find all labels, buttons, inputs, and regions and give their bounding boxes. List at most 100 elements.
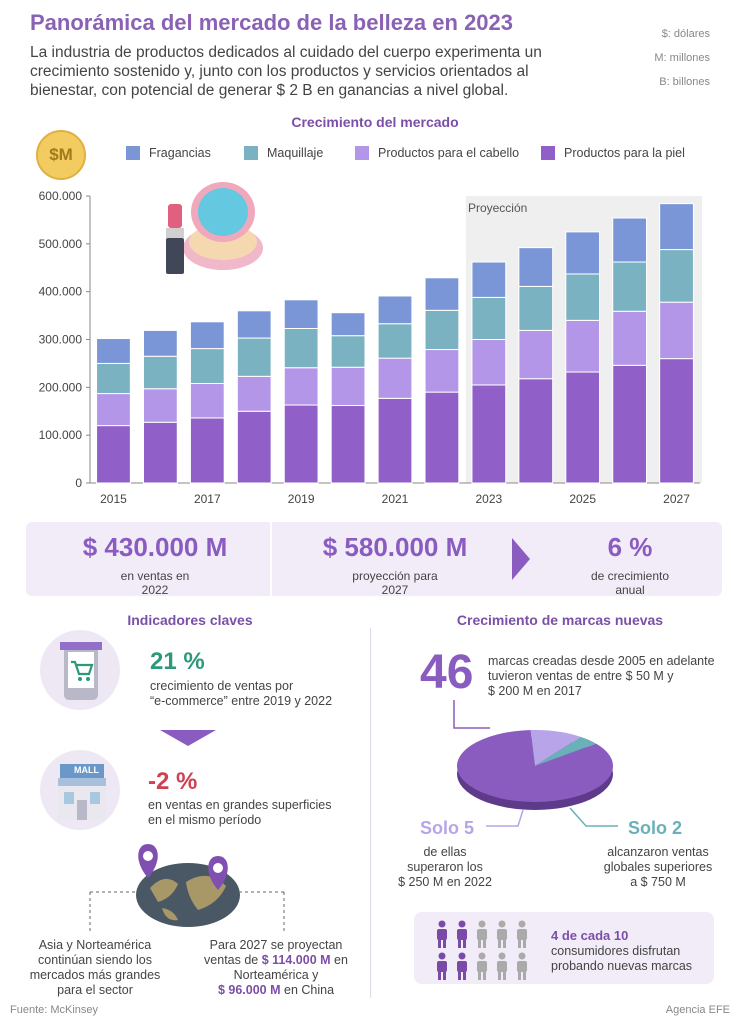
legend-cabello: Productos para el cabello (355, 146, 519, 160)
solo5-line: superaron los (407, 860, 483, 874)
agency-footer: Agencia EFE (665, 1004, 730, 1016)
person-icon (437, 920, 447, 948)
bar-segment (377, 295, 413, 325)
arrow-right-icon (512, 538, 530, 580)
kpi-value: 6 % (607, 532, 653, 562)
kpi-label: de crecimiento (590, 569, 670, 583)
phone-cart-icon (60, 642, 102, 700)
asia-na-line: para el sector (57, 983, 133, 997)
bar-segment (96, 425, 131, 484)
bar-segment (236, 410, 272, 484)
y-tick-label: 500.000 (39, 237, 83, 251)
bar-segment (142, 421, 178, 484)
y-tick-label: 600.000 (39, 189, 83, 203)
asia-na-line: mercados más grandes (29, 968, 161, 982)
y-tick-label: 200.000 (39, 380, 83, 394)
person-icon (497, 920, 507, 948)
mall-pct: -2 % (148, 768, 198, 795)
bar-segment (424, 277, 460, 311)
kpi-annual-growth: 6 % de crecimiento anual (540, 532, 720, 597)
legend-fragancias: Fragancias (126, 146, 211, 160)
solo5-line: de ellas (423, 845, 467, 859)
dollar-badge-text: $M (49, 145, 73, 164)
consumers-headline: 4 de cada 10 (551, 928, 629, 943)
y-tick-label: 0 (75, 476, 82, 490)
source-footer: Fuente: McKinsey (10, 1004, 99, 1016)
y-tick-label: 400.000 (39, 285, 83, 299)
brands-count-desc: marcas creadas desde 2005 en adelante tu… (488, 654, 715, 699)
bar-segment (236, 375, 272, 412)
projection-line: Norteamérica y (233, 968, 319, 982)
bar-segment (377, 323, 413, 359)
kpi-projection-2027: $ 580.000 M proyección para 2027 (280, 532, 510, 597)
mall-desc-1: en ventas en grandes superficies (148, 798, 332, 812)
bar-segment (189, 348, 225, 385)
x-tick-label: 2021 (382, 492, 409, 506)
bar-segment (330, 335, 366, 368)
asia-na-line: Asia y Norteamérica (38, 938, 152, 952)
person-icon (497, 952, 507, 980)
kpi-value: $ 430.000 M (82, 532, 228, 562)
brands-count-line: $ 200 M en 2017 (488, 684, 582, 698)
chart-title: Crecimiento del mercado (291, 114, 459, 130)
kpi-label: 2022 (141, 583, 169, 597)
projection-line: Para 2027 se proyectan (209, 938, 343, 952)
mall-building-icon (58, 764, 106, 820)
bar-segment (424, 349, 460, 393)
y-tick-label: 100.000 (39, 428, 83, 442)
legend-label: Fragancias (149, 146, 211, 160)
legend-swatch (126, 146, 140, 160)
solo5-line: $ 250 M en 2022 (398, 875, 492, 889)
pie-slice (530, 730, 581, 766)
bar-segment (471, 296, 507, 341)
solo2-line: globales superiores (603, 860, 713, 874)
intro-text: La industria de productos dedicados al c… (30, 44, 542, 99)
bar-segment (377, 397, 413, 484)
projection-text: ventas de (204, 953, 262, 967)
bar-segment (471, 384, 507, 484)
kpi-value: $ 580.000 M (322, 532, 468, 562)
indicators-title: Indicadores claves (127, 612, 253, 628)
mall-label: MALL (74, 765, 99, 775)
kpi-sales-2022: $ 430.000 M en ventas en 2022 (40, 532, 270, 597)
bar-segment (565, 273, 601, 321)
makeup-compact-icon (166, 182, 263, 274)
bar-segment (518, 329, 554, 380)
bar-segment (659, 203, 694, 251)
bar-segment (612, 364, 648, 484)
x-tick-label: 2019 (288, 492, 315, 506)
bar-segment (189, 383, 225, 419)
legend-swatch (541, 146, 555, 160)
person-icon (457, 920, 467, 948)
solo5-label: Solo 5 (420, 818, 475, 838)
bar-segment (565, 371, 601, 484)
solo2-label: Solo 2 (628, 818, 683, 838)
solo2-line: alcanzaron ventas (607, 845, 709, 859)
bar-segment (565, 319, 601, 373)
brands-pie-chart (453, 700, 618, 827)
asia-na-line: continúan siendo los (38, 953, 152, 967)
bar-segment (96, 362, 131, 395)
legend-label: Productos para el cabello (378, 146, 520, 160)
person-icon (477, 920, 487, 948)
kpi-label: 2027 (381, 583, 409, 597)
bar-segment (96, 393, 131, 427)
x-tick-label: 2025 (569, 492, 596, 506)
bar-segment (330, 312, 366, 337)
ecommerce-desc-2: “e-commerce” entre 2019 y 2022 (150, 694, 333, 708)
projection-china-value: $ 96.000 M (217, 983, 281, 997)
asia-na-text: Asia y Norteamérica continúan siendo los… (20, 938, 170, 998)
consumers-line: consumidores disfrutan (551, 944, 681, 958)
projection-line: $ 96.000 M en China (196, 983, 356, 998)
bar-segment (330, 405, 366, 484)
y-tick-label: 300.000 (39, 333, 83, 347)
bar-segment (189, 321, 225, 350)
legend-label: Productos para la piel (564, 146, 685, 160)
bar-segment (283, 404, 319, 484)
unit-billions: B: billones (659, 76, 710, 88)
bar-segment (283, 367, 319, 406)
bar-segment (330, 366, 366, 407)
bar-segment (659, 249, 694, 303)
bar-segment (283, 299, 319, 329)
page-title: Panorámica del mercado de la belleza en … (30, 10, 514, 35)
